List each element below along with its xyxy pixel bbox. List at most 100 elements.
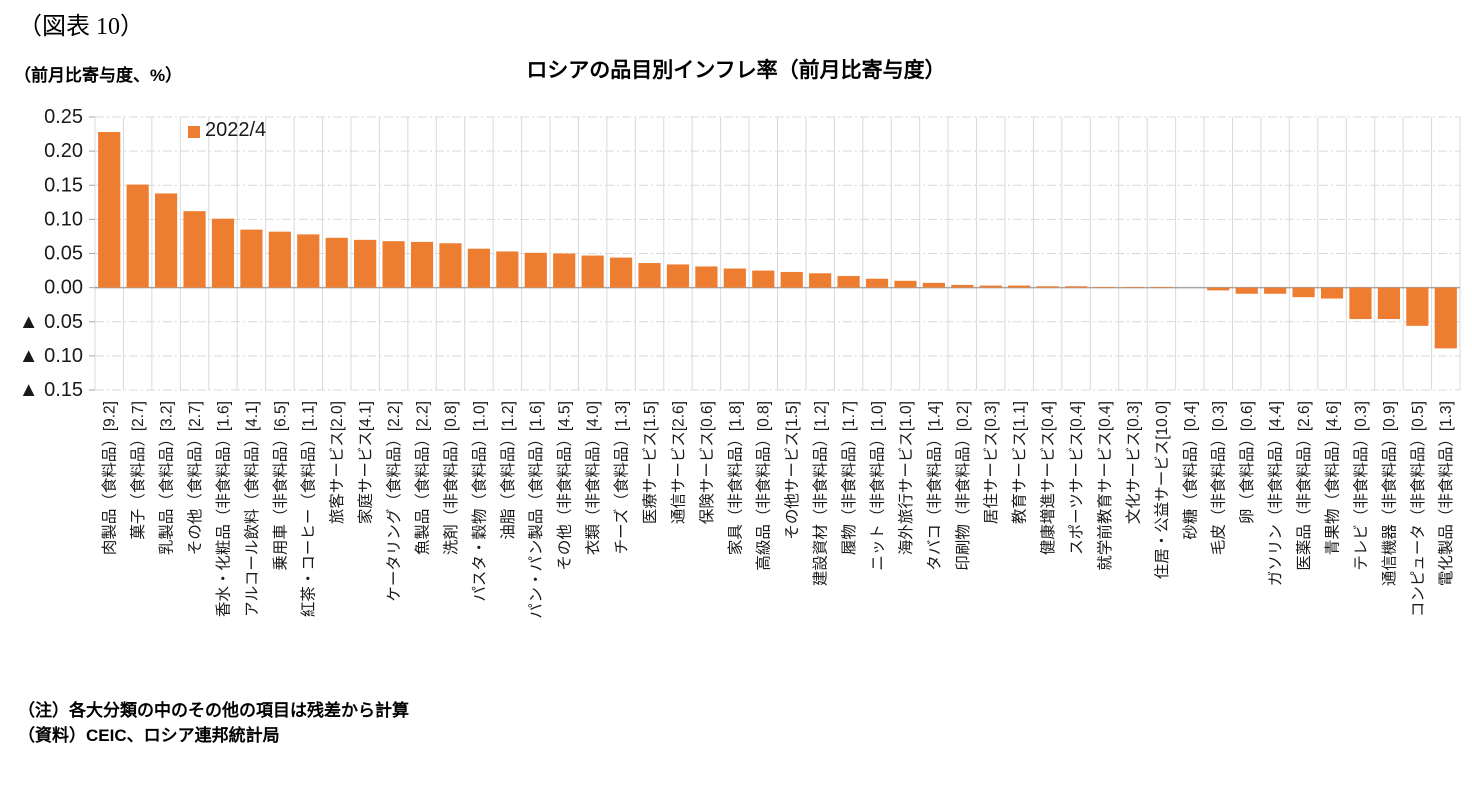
bar: [610, 257, 633, 288]
x-axis-label: ガソリン（非食料品）[4.4]: [1267, 401, 1285, 586]
x-axis-label: 油脂（食料品）[1.2]: [499, 401, 517, 540]
y-axis-tick-label: 0.15: [44, 174, 83, 196]
x-axis-label: スポーツサービス[0.4]: [1068, 401, 1086, 555]
bar: [1121, 286, 1145, 288]
bar: [837, 276, 860, 288]
bar: [524, 252, 547, 288]
x-axis-label: 履物（非食料品）[1.7]: [840, 401, 858, 555]
bar: [382, 241, 405, 288]
bar: [98, 132, 121, 288]
x-axis-label: 印刷物（非食料品）[0.2]: [954, 401, 972, 571]
x-axis-label: 旅客サービス[2.0]: [328, 401, 346, 524]
x-axis-label: 教育サービス[1.1]: [1011, 401, 1029, 524]
y-axis-tick-label: 0.10: [44, 208, 83, 230]
chart-notes: （注）各大分類の中のその他の項目は残差から計算 （資料）CEIC、ロシア連邦統計…: [18, 698, 409, 748]
x-axis-label: 毛皮（非食料品）[0.3]: [1210, 401, 1228, 555]
x-axis-label: タバコ（非食料品）[1.4]: [925, 401, 943, 571]
x-axis-label: 乳製品（食料品）[3.2]: [158, 401, 176, 555]
bar: [240, 229, 263, 288]
bar: [1150, 286, 1173, 288]
x-axis-label: 肉製品（食料品）[9.2]: [101, 401, 119, 555]
bar: [211, 218, 235, 288]
bar: [979, 285, 1002, 288]
x-axis-label: その他サービス[1.5]: [783, 401, 801, 540]
x-axis-label: 衣類（非食料品）[4.0]: [584, 401, 602, 555]
bar: [1093, 286, 1116, 288]
x-axis-label: 医療サービス[1.5]: [641, 401, 659, 524]
x-axis-label: 卵（食料品）[0.6]: [1238, 401, 1256, 524]
bar: [1008, 285, 1031, 288]
chart-title: ロシアの品目別インフレ率（前月比寄与度）: [526, 59, 946, 82]
x-axis-label: その他（食料品）[2.7]: [186, 401, 204, 555]
bar: [439, 243, 462, 288]
bar: [666, 264, 690, 288]
x-axis-label: ニット（非食料品）[1.0]: [868, 401, 886, 571]
x-axis-label: 高級品（非食料品）[0.8]: [755, 401, 773, 571]
y-axis-tick-label: 0.20: [44, 140, 83, 162]
y-axis-tick-label: ▲ 0.10: [19, 345, 83, 367]
bar: [553, 253, 576, 288]
x-axis-label: 香水・化粧品（非食料品）[1.6]: [214, 401, 232, 617]
figure-label: （図表 10）: [18, 14, 144, 40]
bar: [1235, 287, 1258, 294]
bar: [695, 266, 718, 288]
bar: [723, 268, 746, 288]
bar: [865, 278, 889, 288]
x-axis-label: 乗用車（非食料品）[6.5]: [271, 401, 289, 571]
bar: [752, 270, 775, 288]
bar: [922, 282, 945, 288]
bar: [581, 255, 604, 288]
x-axis-label: 菓子（食料品）[2.7]: [129, 401, 147, 540]
x-axis-label: 就学前教育サービス[0.4]: [1096, 401, 1114, 571]
x-axis-label: 海外旅行サービス[1.0]: [897, 401, 915, 555]
x-axis-label: 通信サービス[2.6]: [669, 401, 687, 524]
x-axis-label: 保険サービス[0.6]: [698, 401, 716, 524]
x-axis-label: テレビ（非食料品）[0.3]: [1352, 401, 1370, 571]
x-axis-label: 家庭サービス[4.1]: [357, 401, 375, 524]
bar: [780, 271, 803, 288]
bar: [1292, 287, 1315, 298]
x-axis-label: その他（非食料品）[4.5]: [556, 401, 574, 571]
bar: [1036, 286, 1059, 288]
x-axis-label: 魚製品（食料品）[2.2]: [413, 401, 431, 555]
x-axis-label: 住居・公益サービス[10.0]: [1153, 401, 1171, 579]
x-axis-label: パン・パン製品（食料品）[1.6]: [527, 401, 545, 619]
x-axis-label: コンピュータ（非食料品）[0.5]: [1409, 401, 1427, 617]
bar: [1434, 287, 1457, 349]
bar: [354, 239, 377, 288]
x-axis-label: ケータリング（食料品）[2.2]: [385, 401, 403, 602]
note-line: （資料）CEIC、ロシア連邦統計局: [18, 726, 280, 745]
bar: [467, 248, 490, 288]
bar: [1207, 287, 1230, 291]
y-axis-tick-label: ▲ 0.05: [19, 311, 83, 333]
note-line: （注）各大分類の中のその他の項目は残差から計算: [18, 701, 409, 720]
bar: [325, 237, 348, 288]
x-axis-label: 青果物（食料品）[4.6]: [1323, 401, 1341, 555]
x-axis-label: チーズ（食料品）[1.3]: [613, 401, 631, 554]
legend-swatch-icon: [188, 125, 200, 138]
x-axis-label: 紅茶・コーヒー（食料品）[1.1]: [300, 401, 318, 617]
bar: [126, 184, 149, 288]
x-axis-label: 文化サービス[0.3]: [1124, 401, 1142, 524]
bar: [951, 284, 974, 288]
bar: [183, 211, 206, 288]
bar: [1377, 287, 1400, 320]
x-axis-label: アルコール飲料（食料品）[4.1]: [243, 401, 261, 617]
x-axis-label: パスタ・穀物（食料品）[1.0]: [470, 401, 488, 602]
bar: [1065, 286, 1088, 288]
bar: [155, 193, 178, 288]
y-axis-tick-label: 0.25: [44, 106, 83, 128]
bar: [1320, 287, 1344, 299]
bar: [496, 251, 519, 288]
bar: [1264, 287, 1287, 294]
x-axis-label: 医薬品（非食料品）[2.6]: [1295, 401, 1313, 571]
bar: [410, 241, 434, 288]
legend: 2022/4: [188, 119, 266, 142]
y-axis-unit-label: （前月比寄与度、%）: [14, 66, 183, 85]
bar: [1349, 287, 1372, 320]
x-axis-label: 健康増進サービス[0.4]: [1039, 401, 1057, 555]
bar: [268, 231, 291, 288]
bar: [297, 234, 320, 288]
